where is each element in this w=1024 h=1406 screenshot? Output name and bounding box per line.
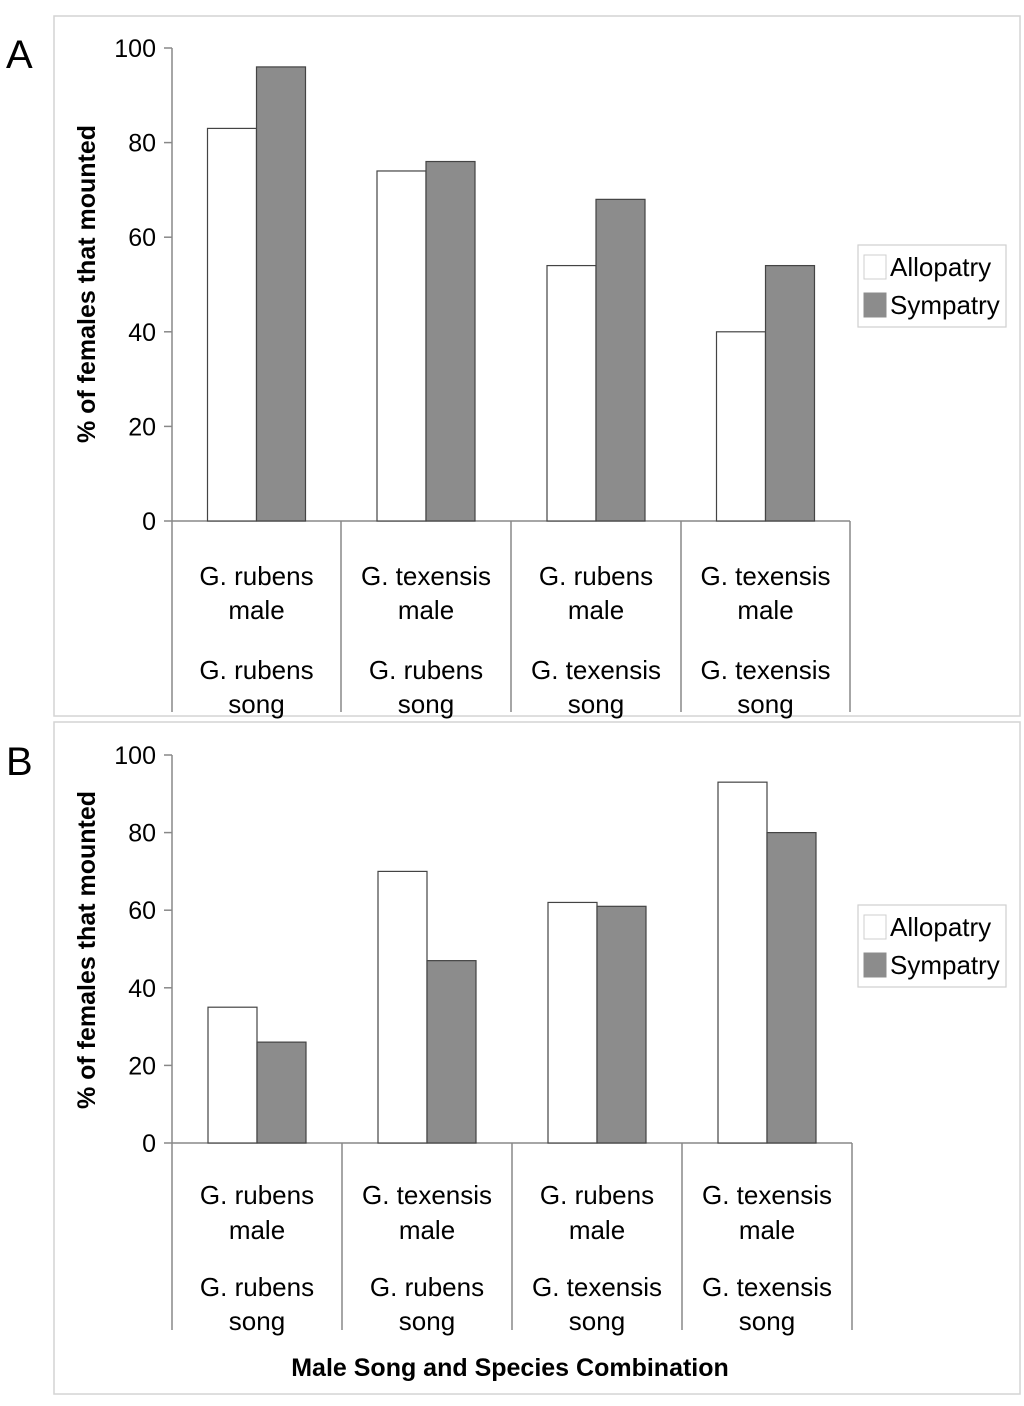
panel-b-category-male-species: G. texensis — [362, 1180, 492, 1210]
panel-b-bar-allopatry-4 — [717, 781, 768, 1144]
panel-b-bar-sympatry-3 — [596, 905, 647, 1144]
panel-b-category-male-word: male — [399, 1215, 455, 1245]
panel-a-bar-sympatry-2 — [425, 160, 476, 522]
panel-a-ylabel: % of females that mounted — [73, 125, 101, 443]
panel-b-bar-sympatry-1 — [256, 1041, 307, 1144]
panel-b-bar-allopatry-2 — [377, 870, 428, 1144]
panel-a-category-male-species: G. rubens — [539, 561, 653, 591]
panel-b-y-tick-label: 0 — [142, 1130, 156, 1158]
panel-b-legend-label-allopatry: Allopatry — [890, 912, 991, 942]
panel-a-category-song-word: song — [737, 689, 793, 719]
panel-a-letter: A — [6, 33, 33, 77]
panel-a-category-male-species: G. texensis — [361, 561, 491, 591]
panel-a-bar-allopatry-4 — [715, 331, 767, 522]
panel-a-bar-allopatry-1 — [206, 127, 258, 522]
panel-b-bar-allopatry-1 — [207, 1006, 258, 1144]
panel-a-bar-allopatry-3 — [546, 264, 597, 522]
panel-a-category-male-species: G. rubens — [199, 561, 313, 591]
panel-b-category-male-word: male — [739, 1215, 795, 1245]
panel-b-category-song-species: G. texensis — [532, 1272, 662, 1302]
panel-b-letter: B — [6, 740, 33, 784]
panel-a-category-song-species: G. rubens — [199, 655, 313, 685]
panel-a-bar-allopatry-2 — [376, 170, 427, 522]
panel-a-legend-label-sympatry: Sympatry — [890, 290, 1000, 320]
panel-b-y-tick-label: 40 — [128, 975, 156, 1003]
panel-b-category-male-word: male — [229, 1215, 285, 1245]
panel-b-category-song-word: song — [229, 1306, 285, 1336]
panel-a-bar-sympatry-3 — [595, 198, 646, 522]
panel-b-y-tick-label: 60 — [128, 897, 156, 925]
panel-a-category-male-species: G. texensis — [700, 561, 830, 591]
panel-a-frame — [53, 15, 1021, 717]
panel-a-category-song-word: song — [398, 689, 454, 719]
panel-a-y-tick-label: 20 — [128, 413, 156, 441]
panel-a-legend-label-allopatry: Allopatry — [890, 252, 991, 282]
panel-a-y-tick-label: 0 — [142, 508, 156, 536]
panel-b: B % of females that mounted 0 20 40 60 80 100… — [6, 740, 1007, 1336]
panel-b-category-song-species: G. rubens — [200, 1272, 314, 1302]
panel-b-legend-swatch-allopatry — [863, 914, 887, 940]
panel-b-bar-sympatry-2 — [426, 960, 477, 1144]
panel-b-category-male-species: G. rubens — [200, 1180, 314, 1210]
panel-b-category-song-word: song — [399, 1306, 455, 1336]
panel-b-y-tick-label: 80 — [128, 820, 156, 848]
panel-b-category-song-species: G. rubens — [370, 1272, 484, 1302]
panel-a-y-tick-label: 80 — [128, 130, 156, 158]
panel-b-legend-label-sympatry: Sympatry — [890, 950, 1000, 980]
panel-a-category-male-word: male — [398, 595, 454, 625]
panel-a-y-tick-label: 100 — [114, 35, 156, 63]
panel-b-category-male-species: G. rubens — [540, 1180, 654, 1210]
panel-b-ylabel: % of females that mounted — [73, 791, 101, 1109]
panel-a-category-song-word: song — [228, 689, 284, 719]
panel-a: A % of females that mounted 0 20 40 60 80 100… — [6, 33, 1007, 719]
panel-a-category-male-word: male — [568, 595, 624, 625]
panel-b-category-male-word: male — [569, 1215, 625, 1245]
panel-b-frame — [53, 721, 1021, 1395]
panel-a-category-song-species: G. texensis — [700, 655, 830, 685]
panel-b-category-song-word: song — [569, 1306, 625, 1336]
panel-a-category-song-word: song — [568, 689, 624, 719]
panel-a-category-song-species: G. texensis — [531, 655, 661, 685]
panel-a-legend-swatch-sympatry — [863, 292, 887, 318]
panel-b-category-song-word: song — [739, 1306, 795, 1336]
x-axis-title: Male Song and Species Combination — [291, 1354, 729, 1382]
panel-b-y-tick-label: 100 — [114, 742, 156, 770]
panel-a-category-male-word: male — [737, 595, 793, 625]
panel-b-category-male-species: G. texensis — [702, 1180, 832, 1210]
panel-a-category-song-species: G. rubens — [369, 655, 483, 685]
panel-b-bar-allopatry-3 — [547, 901, 598, 1144]
panel-b-legend-swatch-sympatry — [863, 952, 887, 978]
panel-b-bar-sympatry-4 — [766, 831, 817, 1144]
panel-a-y-tick-label: 40 — [128, 319, 156, 347]
panel-a-bar-sympatry-1 — [255, 66, 307, 522]
panel-a-category-male-word: male — [228, 595, 284, 625]
panel-a-legend-swatch-allopatry — [863, 254, 887, 280]
panel-a-bar-sympatry-4 — [764, 264, 816, 522]
panel-b-category-song-species: G. texensis — [702, 1272, 832, 1302]
panel-a-y-tick-label: 60 — [128, 224, 156, 252]
panel-b-y-tick-label: 20 — [128, 1052, 156, 1080]
